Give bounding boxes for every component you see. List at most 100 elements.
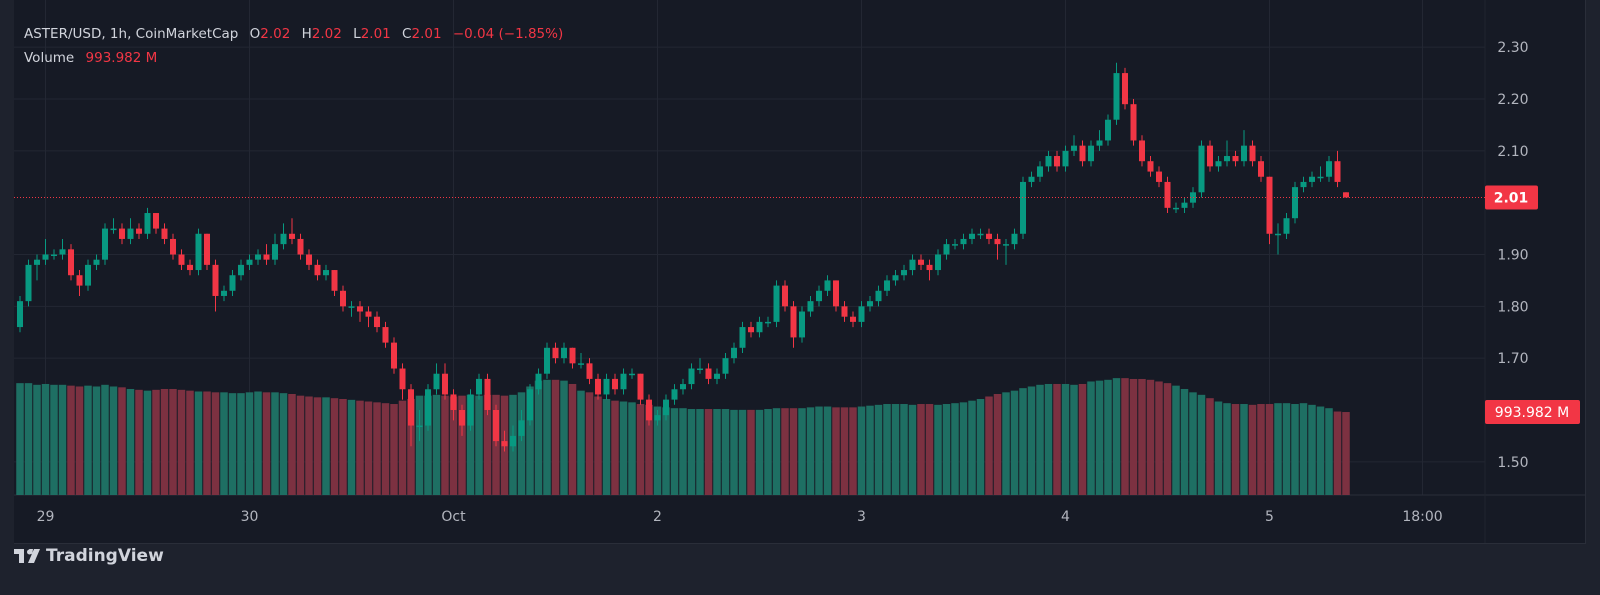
candle <box>952 238 958 250</box>
candle <box>850 311 856 328</box>
candle <box>34 254 40 281</box>
candle <box>348 301 355 317</box>
candle <box>586 358 593 385</box>
candle-body <box>603 378 610 395</box>
candle <box>782 280 788 312</box>
candle <box>1096 130 1103 151</box>
candle-body <box>1028 176 1035 182</box>
candle <box>833 280 839 312</box>
candle-body <box>586 363 593 379</box>
volume-bar <box>1112 378 1121 495</box>
candle-body <box>1241 145 1247 162</box>
volume-bar <box>1180 388 1189 495</box>
candle <box>289 218 295 245</box>
candle <box>255 249 261 265</box>
volume-bar <box>1070 384 1078 495</box>
candle-body <box>1088 145 1094 162</box>
candle-body <box>561 347 567 359</box>
candle <box>467 389 474 431</box>
candle-body <box>748 327 754 333</box>
last-volume-label: 993.982 M <box>1495 405 1569 421</box>
candle <box>875 285 882 307</box>
volume-bar <box>254 391 262 495</box>
candle <box>824 275 831 296</box>
x-tick-label: 30 <box>241 509 259 525</box>
volume-bar <box>1095 380 1104 495</box>
candle-body <box>442 373 448 395</box>
candle-body <box>1207 145 1213 167</box>
candle <box>195 228 202 276</box>
candle <box>272 233 278 265</box>
volume-bar <box>611 400 619 495</box>
volume-bar <box>1027 386 1036 495</box>
candle <box>1139 135 1145 167</box>
candle <box>544 342 550 379</box>
candle <box>943 238 950 260</box>
candle <box>527 384 533 426</box>
volume-bar <box>50 384 58 495</box>
candle <box>935 249 941 276</box>
volume-bar <box>75 386 84 495</box>
volume-bar <box>891 404 900 495</box>
candle-body <box>450 394 457 410</box>
candle-body <box>1215 161 1222 167</box>
candle <box>1224 140 1230 167</box>
candle-body <box>892 275 899 281</box>
volume-bar <box>364 401 373 495</box>
candle <box>1232 150 1239 167</box>
candle-body <box>119 228 125 239</box>
candle <box>552 342 559 364</box>
candle <box>170 233 176 260</box>
candle-body <box>552 347 559 359</box>
candle-body <box>382 327 389 343</box>
x-tick-label: 29 <box>37 509 55 525</box>
tradingview-logo[interactable]: TradingView <box>14 546 164 566</box>
volume-bar <box>407 399 415 495</box>
candle-body <box>34 259 40 265</box>
volume-bar <box>781 408 789 495</box>
volume-bar <box>798 408 806 495</box>
candle <box>476 373 482 400</box>
volume-bar <box>560 380 568 495</box>
candle-body <box>314 264 321 276</box>
candle <box>1181 197 1188 214</box>
candle <box>1283 213 1290 239</box>
candle <box>1122 67 1128 110</box>
candle-body <box>1113 73 1120 120</box>
candle-body <box>960 238 967 245</box>
candle <box>365 306 372 328</box>
candle <box>391 337 397 374</box>
candle <box>1028 171 1035 188</box>
volume-bar <box>815 406 823 495</box>
candle <box>561 342 567 364</box>
candle <box>977 228 984 239</box>
volume-bar <box>1257 404 1265 495</box>
volume-bar <box>772 408 781 495</box>
candle-body <box>110 228 117 231</box>
volume-bar <box>1104 379 1112 495</box>
candle-body <box>884 280 890 291</box>
candle-body <box>943 244 950 255</box>
volume-bar <box>432 394 441 495</box>
volume-bar <box>109 386 118 495</box>
volume-bar <box>101 384 109 495</box>
volume-bar <box>968 400 976 495</box>
volume-bar <box>874 404 883 495</box>
candle <box>119 223 125 245</box>
volume-bar <box>730 409 738 495</box>
volume-bar <box>373 402 381 495</box>
candle <box>918 254 924 271</box>
volume-bar <box>951 403 959 495</box>
y-tick-label: 2.30 <box>1497 40 1528 56</box>
candle <box>510 425 516 452</box>
volume-bar <box>713 409 721 495</box>
volume-bar <box>679 408 687 495</box>
candle-body <box>178 254 185 265</box>
candle <box>306 249 312 271</box>
candle <box>535 368 542 395</box>
x-tick-label: 2 <box>653 509 662 525</box>
volume-bar <box>1172 385 1180 495</box>
candle <box>1198 140 1205 198</box>
candle <box>280 223 287 250</box>
